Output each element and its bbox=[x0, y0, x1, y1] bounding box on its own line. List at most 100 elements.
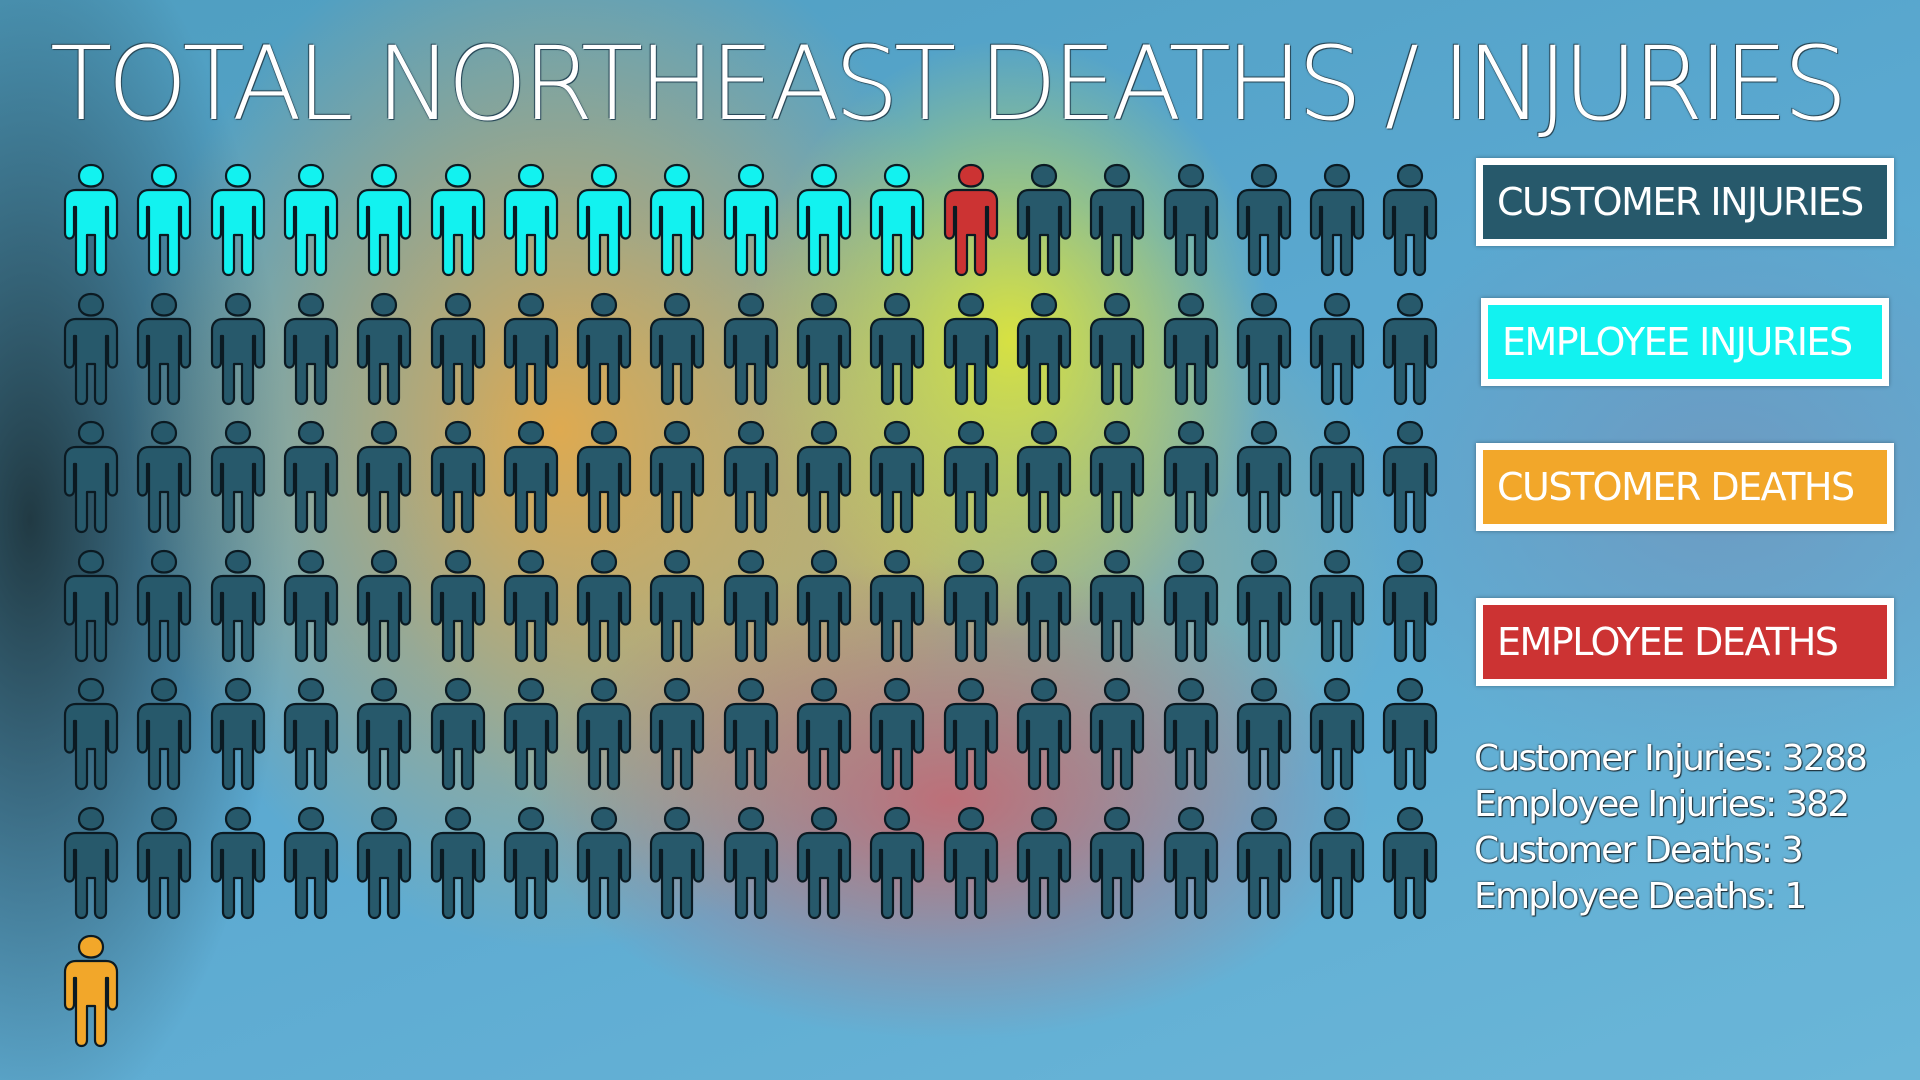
person-icon bbox=[135, 549, 193, 663]
person-icon bbox=[722, 549, 780, 663]
person-icon bbox=[1088, 163, 1146, 277]
stat-customer-deaths: Customer Deaths: 3 bbox=[1474, 830, 1804, 871]
person-icon bbox=[868, 163, 926, 277]
person-icon bbox=[575, 549, 633, 663]
person-icon bbox=[1308, 677, 1366, 791]
stat-employee-deaths: Employee Deaths: 1 bbox=[1474, 876, 1807, 917]
person-icon bbox=[1381, 420, 1439, 534]
person-icon bbox=[648, 163, 706, 277]
person-icon bbox=[1308, 163, 1366, 277]
person-icon bbox=[1235, 677, 1293, 791]
person-icon bbox=[355, 549, 413, 663]
person-icon bbox=[1162, 549, 1220, 663]
person-icon bbox=[1381, 163, 1439, 277]
person-icon bbox=[1015, 549, 1073, 663]
person-icon bbox=[1162, 420, 1220, 534]
person-icon bbox=[1308, 806, 1366, 920]
person-icon bbox=[282, 420, 340, 534]
person-icon bbox=[1308, 549, 1366, 663]
person-icon bbox=[502, 806, 560, 920]
person-icon bbox=[795, 163, 853, 277]
person-icon bbox=[942, 163, 1000, 277]
person-icon bbox=[868, 549, 926, 663]
person-icon bbox=[648, 292, 706, 406]
stats-summary: Customer Injuries: 3288 Employee Injurie… bbox=[1474, 736, 1904, 920]
person-icon bbox=[722, 420, 780, 534]
person-icon bbox=[1015, 292, 1073, 406]
person-icon bbox=[355, 420, 413, 534]
person-icon bbox=[282, 677, 340, 791]
person-icon bbox=[795, 677, 853, 791]
person-icon bbox=[1235, 163, 1293, 277]
person-icon bbox=[1381, 677, 1439, 791]
person-icon bbox=[429, 292, 487, 406]
person-icon bbox=[209, 549, 267, 663]
person-icon bbox=[722, 677, 780, 791]
legend-item-customer-deaths: CUSTOMER DEATHS bbox=[1476, 443, 1894, 531]
person-icon bbox=[1235, 806, 1293, 920]
person-icon bbox=[429, 549, 487, 663]
person-icon bbox=[1015, 420, 1073, 534]
person-icon bbox=[135, 420, 193, 534]
person-icon bbox=[1015, 163, 1073, 277]
person-icon bbox=[868, 677, 926, 791]
person-icon bbox=[648, 677, 706, 791]
person-icon bbox=[355, 292, 413, 406]
person-icon bbox=[209, 420, 267, 534]
person-icon bbox=[1162, 806, 1220, 920]
person-icon bbox=[722, 163, 780, 277]
person-icon bbox=[795, 806, 853, 920]
page-title: TOTAL NORTHEAST DEATHS / INJURIES bbox=[50, 25, 1848, 144]
person-icon bbox=[575, 163, 633, 277]
person-icon bbox=[942, 292, 1000, 406]
person-icon bbox=[1088, 806, 1146, 920]
person-icon bbox=[1162, 163, 1220, 277]
person-icon bbox=[209, 292, 267, 406]
person-icon bbox=[1088, 549, 1146, 663]
person-icon bbox=[1235, 292, 1293, 406]
person-icon bbox=[429, 677, 487, 791]
person-icon bbox=[1088, 677, 1146, 791]
person-icon bbox=[62, 292, 120, 406]
person-icon bbox=[282, 292, 340, 406]
person-icon bbox=[355, 806, 413, 920]
person-icon bbox=[1162, 677, 1220, 791]
person-icon bbox=[429, 420, 487, 534]
person-icon bbox=[135, 806, 193, 920]
person-icon bbox=[209, 163, 267, 277]
stat-customer-injuries: Customer Injuries: 3288 bbox=[1474, 738, 1868, 779]
person-icon bbox=[575, 806, 633, 920]
person-icon bbox=[502, 292, 560, 406]
person-icon bbox=[648, 420, 706, 534]
person-icon bbox=[648, 806, 706, 920]
person-icon bbox=[648, 549, 706, 663]
pictograph-grid bbox=[62, 163, 1452, 1048]
person-icon bbox=[942, 549, 1000, 663]
person-icon bbox=[868, 292, 926, 406]
person-icon bbox=[575, 292, 633, 406]
person-icon bbox=[209, 677, 267, 791]
person-icon bbox=[942, 806, 1000, 920]
person-icon bbox=[795, 420, 853, 534]
person-icon bbox=[502, 163, 560, 277]
person-icon bbox=[135, 292, 193, 406]
person-icon bbox=[429, 163, 487, 277]
person-icon bbox=[135, 163, 193, 277]
person-icon bbox=[1088, 420, 1146, 534]
person-icon bbox=[135, 677, 193, 791]
person-icon bbox=[62, 934, 120, 1048]
person-icon bbox=[1088, 292, 1146, 406]
person-icon bbox=[429, 806, 487, 920]
person-icon bbox=[1381, 806, 1439, 920]
person-icon bbox=[62, 420, 120, 534]
person-icon bbox=[355, 163, 413, 277]
legend-item-employee-injuries: EMPLOYEE INJURIES bbox=[1481, 298, 1889, 386]
stat-employee-injuries: Employee Injuries: 382 bbox=[1474, 784, 1850, 825]
person-icon bbox=[502, 420, 560, 534]
legend-item-employee-deaths: EMPLOYEE DEATHS bbox=[1476, 598, 1894, 686]
person-icon bbox=[942, 677, 1000, 791]
person-icon bbox=[1308, 292, 1366, 406]
person-icon bbox=[1308, 420, 1366, 534]
person-icon bbox=[1381, 549, 1439, 663]
person-icon bbox=[868, 420, 926, 534]
